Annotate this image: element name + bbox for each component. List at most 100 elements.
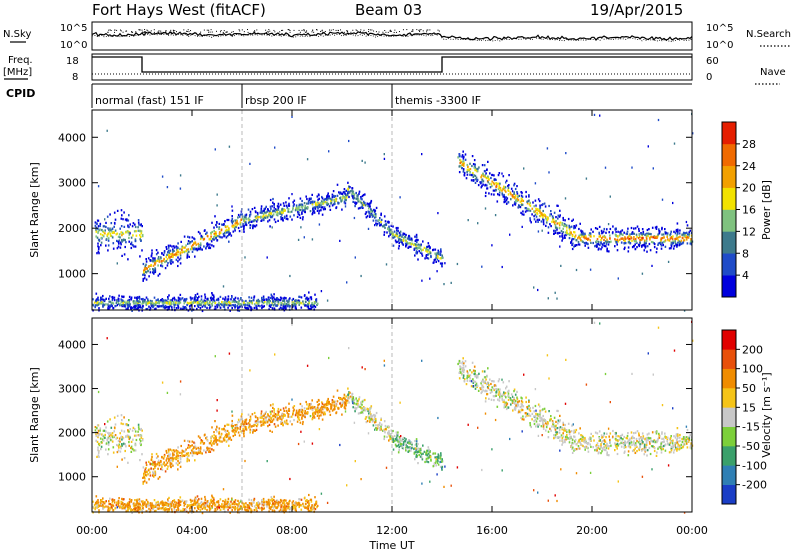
range-gate-cell <box>120 447 122 450</box>
range-gate-cell <box>353 193 356 196</box>
range-gate-cell <box>682 233 685 236</box>
range-gate-cell <box>616 243 618 246</box>
range-gate-cell <box>140 434 143 437</box>
range-gate-cell <box>282 423 284 426</box>
range-gate-cell <box>356 194 359 197</box>
range-gate-cell <box>375 411 378 415</box>
range-gate-cell <box>553 427 556 430</box>
range-gate-cell <box>414 243 417 246</box>
range-gate-cell <box>326 198 329 201</box>
range-gate-cell <box>214 420 216 423</box>
range-gate-cell <box>575 239 577 242</box>
range-gate-cell <box>341 208 343 211</box>
range-gate-cell <box>469 377 471 380</box>
range-gate-cell <box>161 262 163 265</box>
range-gate-cell <box>549 214 551 217</box>
range-gate-cell <box>160 460 162 463</box>
range-gate-cell <box>172 255 174 259</box>
range-gate-cell <box>482 173 484 176</box>
range-gate-cell <box>187 439 189 443</box>
range-gate-cell <box>628 234 631 237</box>
range-gate-cell <box>600 229 603 232</box>
range-gate-cell <box>587 237 589 240</box>
range-gate-cell <box>326 201 329 204</box>
range-gate-cell <box>557 214 560 217</box>
range-gate-cell <box>518 205 520 208</box>
range-gate-cell <box>295 299 297 302</box>
range-gate-cell <box>581 235 583 238</box>
range-gate-cell <box>580 231 583 234</box>
range-gate-cell <box>489 391 492 394</box>
range-gate-cell <box>281 421 283 424</box>
range-gate-cell <box>260 209 262 212</box>
nsky-spike <box>108 29 110 31</box>
range-gate-cell <box>110 439 113 442</box>
range-gate-cell <box>167 453 170 456</box>
range-gate-cell <box>371 415 374 418</box>
range-gate-cell <box>295 307 297 310</box>
range-gate-cell <box>169 456 172 460</box>
range-gate-cell <box>326 195 328 198</box>
range-gate-cell <box>278 210 281 213</box>
range-gate-cell <box>502 195 505 198</box>
range-gate-cell <box>152 468 155 471</box>
range-gate-cell <box>627 227 629 230</box>
nsky-spike <box>120 30 122 32</box>
range-gate-cell <box>633 240 636 243</box>
range-gate-cell <box>249 224 251 227</box>
nsky-spike <box>203 29 205 31</box>
range-gate-cell <box>638 244 641 248</box>
nsky-spike <box>363 29 365 31</box>
range-gate-cell <box>211 221 213 224</box>
range-gate-cell <box>437 212 439 215</box>
nsky-spike <box>153 31 155 33</box>
range-gate-cell <box>417 247 419 250</box>
range-gate-cell <box>634 237 637 241</box>
range-gate-cell <box>389 228 391 231</box>
range-gate-cell <box>571 447 573 451</box>
range-gate-cell <box>124 238 126 242</box>
range-gate-cell <box>458 171 461 174</box>
range-gate-cell <box>286 206 289 209</box>
range-gate-cell <box>378 426 381 429</box>
range-gate-cell <box>638 229 640 233</box>
range-gate-cell <box>385 263 388 266</box>
range-gate-cell <box>211 304 213 307</box>
range-gate-cell <box>415 455 417 458</box>
range-gate-cell <box>516 185 518 188</box>
nsky-spike <box>172 29 174 31</box>
nsky-spike <box>426 31 428 33</box>
range-gate-cell <box>264 421 266 424</box>
range-gate-cell <box>331 399 334 402</box>
range-gate-cell <box>348 195 350 199</box>
range-gate-cell <box>521 213 524 216</box>
range-gate-cell <box>183 302 186 305</box>
range-gate-cell <box>241 421 244 424</box>
nsky-spike <box>298 29 300 31</box>
range-gate-cell <box>145 296 148 299</box>
range-gate-cell <box>514 187 517 191</box>
range-gate-cell <box>139 440 142 443</box>
range-gate-cell <box>597 243 600 246</box>
range-gate-cell <box>646 228 649 232</box>
range-gate-cell <box>547 231 550 234</box>
range-gate-cell <box>151 249 153 252</box>
range-gate-cell <box>241 213 243 216</box>
range-gate-cell <box>541 203 543 207</box>
range-gate-cell <box>537 220 539 223</box>
range-gate-cell <box>229 232 231 235</box>
nsky-spike <box>131 31 133 33</box>
range-gate-cell <box>152 474 154 477</box>
range-gate-cell <box>371 210 374 213</box>
range-gate-cell <box>380 218 383 221</box>
range-gate-cell <box>273 202 275 206</box>
range-gate-cell <box>279 298 282 302</box>
range-gate-cell <box>375 214 377 217</box>
range-gate-cell <box>345 399 348 402</box>
nsky-spike <box>384 30 386 32</box>
range-gate-cell <box>327 397 329 401</box>
range-gate-cell <box>128 300 131 303</box>
nsky-spike <box>279 31 281 33</box>
range-gate-cell <box>275 298 277 301</box>
range-gate-cell <box>437 463 440 466</box>
